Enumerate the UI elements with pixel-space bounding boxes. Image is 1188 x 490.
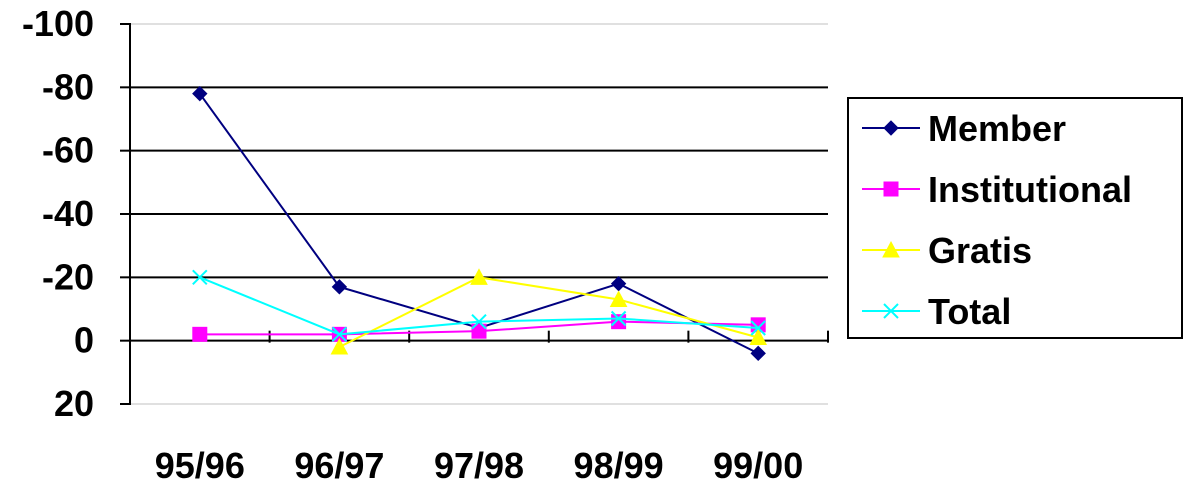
grid-lines: [130, 23, 828, 405]
marker-stroke: [610, 310, 627, 327]
x-tick-label: 97/98: [434, 445, 524, 486]
y-tick-label: -20: [42, 256, 94, 297]
series-institutional: [192, 314, 766, 342]
series-lines: [192, 85, 768, 362]
x-axis-ticks: 95/96 96/97 97/98 98/99 99/00: [129, 330, 829, 486]
legend-label: Gratis: [928, 230, 1032, 271]
legend-member-marker: [883, 120, 899, 136]
series-member-marker: [610, 275, 627, 292]
series-gratis-marker: [470, 268, 488, 285]
legend: Member Institutional Gratis Total: [847, 97, 1183, 339]
marker-stroke: [331, 326, 348, 343]
x-tick-label: 95/96: [155, 445, 245, 486]
y-axis-ticks: -100 -80 -60 -40 -20 0 20: [22, 3, 130, 424]
series-institutional-marker: [192, 326, 208, 342]
series-total-marker: [610, 310, 627, 327]
series-institutional-marker: [611, 314, 627, 330]
y-tick-label: 20: [54, 383, 94, 424]
x-tick-label: 99/00: [713, 445, 803, 486]
series-gratis: [330, 268, 768, 355]
series-total-marker: [471, 313, 487, 330]
series-institutional-marker: [471, 323, 487, 339]
series-total: [192, 269, 766, 343]
legend-item-member: Member: [862, 108, 1066, 149]
marker-stroke: [750, 320, 766, 336]
series-member-marker: [331, 279, 348, 295]
y-tick-label: -80: [42, 66, 94, 107]
series-member-marker: [192, 85, 208, 102]
series-total-marker: [192, 269, 208, 286]
y-tick-label: -40: [42, 193, 94, 234]
y-tick-label: -100: [22, 3, 94, 44]
legend-item-gratis: Gratis: [862, 230, 1032, 271]
series-member-marker: [750, 345, 766, 362]
legend-label: Member: [928, 108, 1066, 149]
marker-stroke: [192, 269, 208, 286]
marker-stroke: [471, 313, 487, 330]
series-gratis-marker: [330, 337, 349, 355]
series-total-marker: [331, 326, 348, 343]
legend-institutional-marker: [883, 181, 899, 197]
x-tick-label: 96/97: [294, 445, 384, 486]
legend-gratis-marker: [882, 240, 900, 258]
legend-label: Institutional: [928, 169, 1132, 210]
legend-total-marker: [883, 303, 899, 319]
series-gratis-marker: [609, 290, 628, 307]
legend-box: [847, 97, 1183, 339]
legend-item-total: Total: [862, 291, 1011, 332]
series-gratis-line: [338, 276, 759, 348]
y-tick-label: -60: [42, 130, 94, 171]
legend-label: Total: [928, 291, 1011, 332]
y-tick-label: 0: [74, 320, 94, 361]
series-member: [192, 85, 766, 362]
series-gratis-marker: [749, 328, 768, 345]
x-tick-label: 98/99: [574, 445, 664, 486]
legend-item-institutional: Institutional: [862, 169, 1132, 210]
marker-stroke: [883, 303, 899, 319]
series-total-marker: [750, 320, 766, 336]
